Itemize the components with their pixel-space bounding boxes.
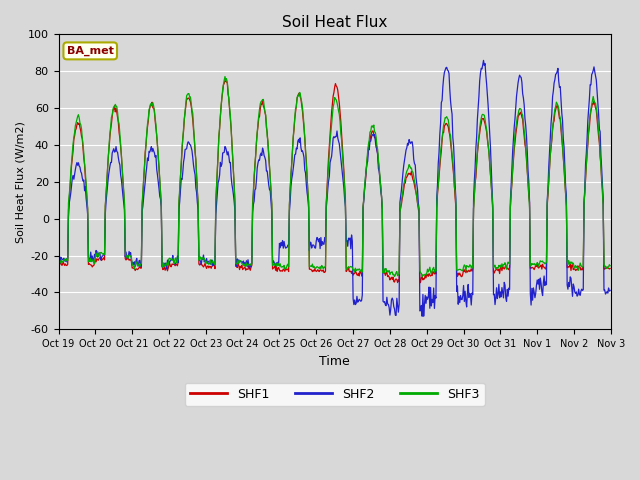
X-axis label: Time: Time [319,355,350,368]
SHF2 [606,288,614,293]
Title: Soil Heat Flux: Soil Heat Flux [282,15,387,30]
SHF3 [122,251,129,256]
SHF1 [416,280,424,286]
SHF2 [207,261,214,267]
SHF1 [402,175,410,181]
Line: SHF1: SHF1 [58,81,610,283]
SHF2 [419,313,426,319]
SHF2 [65,214,72,220]
SHF1 [207,264,214,269]
SHF3 [177,160,185,166]
SHF1 [419,277,427,283]
SHF1 [122,256,129,262]
SHF3 [54,257,62,263]
SHF3 [207,257,214,263]
SHF1 [606,265,614,271]
Legend: SHF1, SHF2, SHF3: SHF1, SHF2, SHF3 [185,383,484,406]
SHF2 [417,302,425,308]
SHF2 [401,152,409,157]
SHF1 [177,162,185,168]
SHF3 [221,73,229,79]
SHF2 [480,58,488,63]
SHF2 [177,176,185,181]
SHF3 [606,263,614,269]
SHF2 [122,254,129,260]
Line: SHF3: SHF3 [58,76,610,276]
SHF3 [65,200,72,206]
SHF3 [419,274,426,279]
Line: SHF2: SHF2 [58,60,610,316]
SHF3 [402,171,410,177]
Text: BA_met: BA_met [67,46,114,56]
SHF1 [221,78,229,84]
Y-axis label: Soil Heat Flux (W/m2): Soil Heat Flux (W/m2) [15,120,25,242]
SHF2 [54,255,62,261]
SHF1 [54,261,62,267]
SHF3 [419,272,427,277]
SHF1 [65,207,72,213]
